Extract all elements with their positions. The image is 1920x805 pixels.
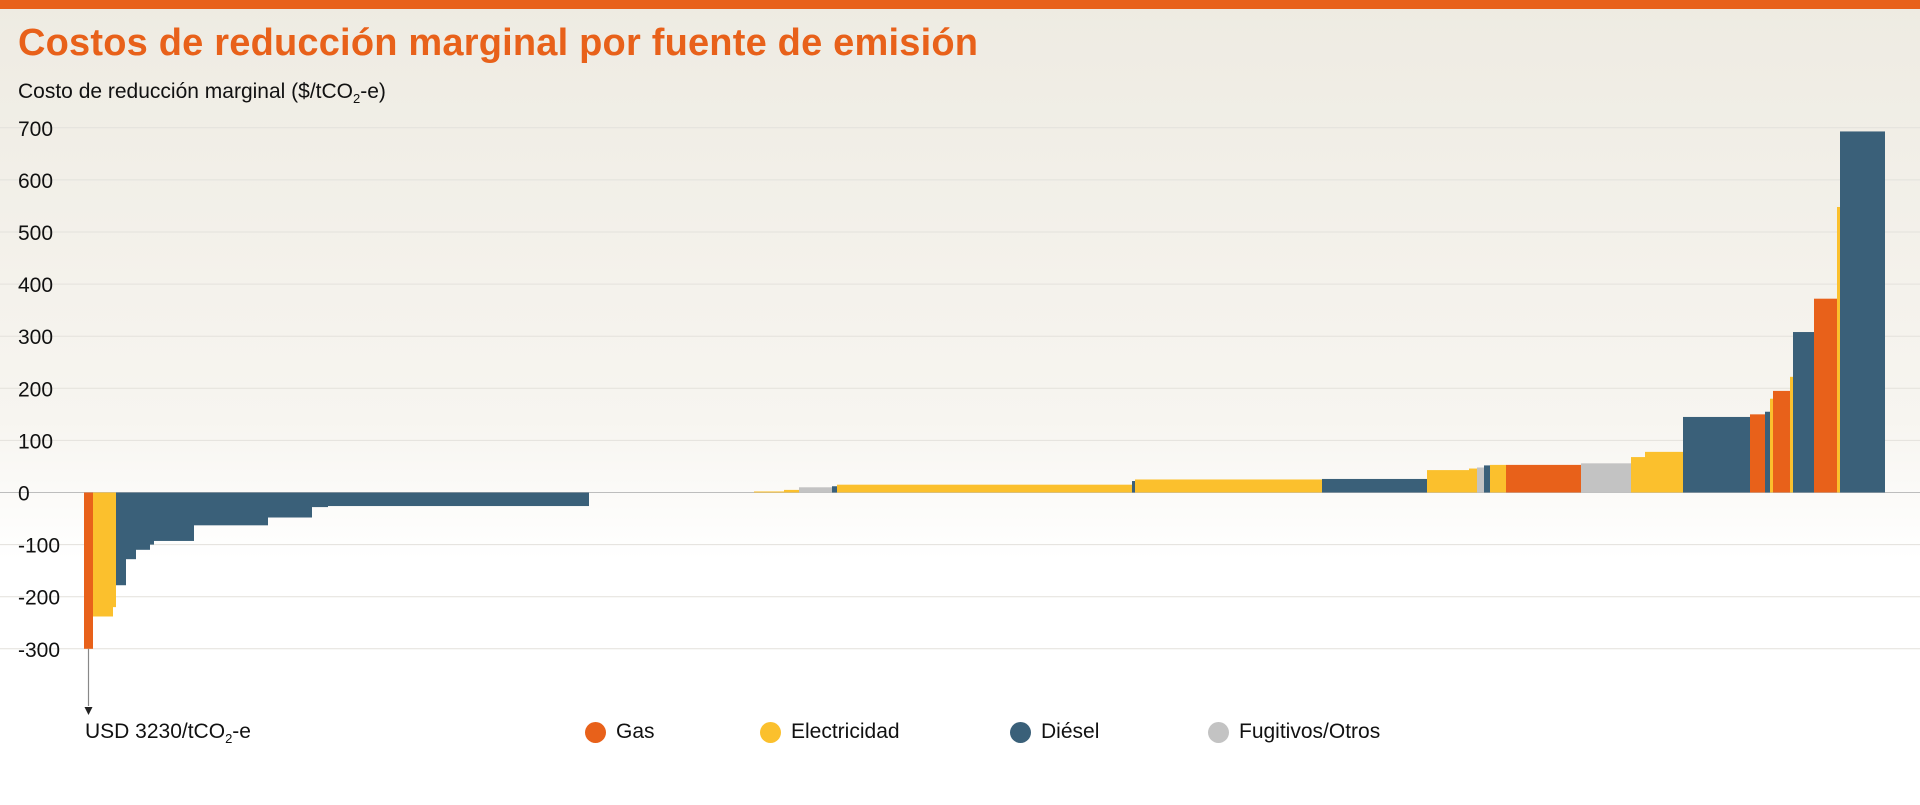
bar-electricidad: [1645, 451, 1683, 493]
bar-di-sel: [116, 492, 126, 586]
bar-fugitivos-otros: [799, 487, 832, 493]
y-tick-label: -200: [18, 587, 60, 610]
y-tick-label: 700: [18, 118, 53, 141]
bar-gas: [1750, 414, 1765, 493]
top-accent-bar: [0, 0, 1920, 9]
bar-fugitivos-otros: [1581, 463, 1631, 493]
bar-di-sel: [1793, 332, 1814, 493]
chart-title: Costos de reducción marginal por fuente …: [18, 22, 979, 64]
bar-electricidad: [93, 492, 113, 617]
y-tick-label: -100: [18, 535, 60, 558]
legend-item: Fugitivos/Otros: [1208, 720, 1380, 744]
bar-electricidad: [113, 492, 116, 608]
legend-swatch: [1010, 721, 1031, 743]
bar-di-sel: [154, 492, 194, 541]
bar-di-sel: [328, 492, 589, 507]
bar-di-sel: [1484, 465, 1490, 493]
legend-item: Gas: [585, 720, 655, 744]
y-tick-label: -300: [18, 639, 60, 662]
bar-electricidad: [1631, 457, 1645, 493]
bar-electricidad: [1490, 464, 1506, 493]
outlier-arrow-head: [84, 707, 93, 715]
bars: [84, 131, 1885, 649]
legend-item: Electricidad: [760, 720, 900, 744]
bar-gas: [1773, 390, 1790, 493]
y-tick-label: 600: [18, 170, 53, 193]
y-tick-label: 400: [18, 274, 53, 297]
legend-item: Diésel: [1010, 720, 1099, 744]
legend-label: Diésel: [1041, 720, 1100, 743]
y-axis-label: Costo de reducción marginal ($/tCO2-e): [18, 80, 386, 107]
bar-di-sel: [1322, 478, 1427, 493]
bar-di-sel: [1840, 131, 1885, 493]
bar-di-sel: [1683, 416, 1750, 493]
y-tick-label: 300: [18, 326, 53, 349]
bar-electricidad: [837, 484, 1132, 493]
bar-di-sel: [1132, 481, 1135, 493]
bar-di-sel: [126, 492, 136, 560]
y-tick-label: 0: [18, 483, 30, 506]
grid: [0, 127, 1920, 650]
bar-di-sel: [312, 492, 328, 508]
bar-electricidad: [1469, 468, 1477, 493]
bar-electricidad: [784, 489, 799, 493]
bar-electricidad: [1790, 376, 1793, 493]
bar-di-sel: [194, 492, 268, 526]
y-tick-label: 200: [18, 378, 53, 401]
legend-swatch: [1208, 721, 1229, 743]
bar-di-sel: [832, 486, 837, 493]
bar-di-sel: [1765, 411, 1770, 493]
outlier-label: USD 3230/tCO2-e: [85, 720, 251, 747]
legend-swatch: [585, 721, 606, 743]
bar-di-sel: [150, 492, 154, 545]
legend-label: Gas: [616, 720, 655, 743]
bar-electricidad: [1770, 398, 1773, 493]
bar-electricidad: [1427, 470, 1469, 493]
bar-electricidad: [1135, 479, 1322, 493]
outlier-indicator: [84, 648, 93, 715]
legend-label: Fugitivos/Otros: [1239, 720, 1381, 743]
bar-di-sel: [268, 492, 312, 518]
bar-gas: [1814, 298, 1837, 493]
bar-di-sel: [136, 492, 150, 550]
bar-electricidad: [754, 491, 784, 493]
bar-gas: [1506, 464, 1581, 493]
y-tick-label: 100: [18, 430, 53, 453]
bar-electricidad: [1837, 206, 1840, 493]
legend-label: Electricidad: [791, 720, 900, 743]
y-tick-labels: 700 600 500 400 300 200 100 0 -100 -200 -300: [18, 118, 60, 662]
y-tick-label: 500: [18, 222, 53, 245]
legend-swatch: [760, 721, 781, 743]
bar-gas: [84, 492, 93, 649]
bar-fugitivos-otros: [1477, 467, 1484, 493]
